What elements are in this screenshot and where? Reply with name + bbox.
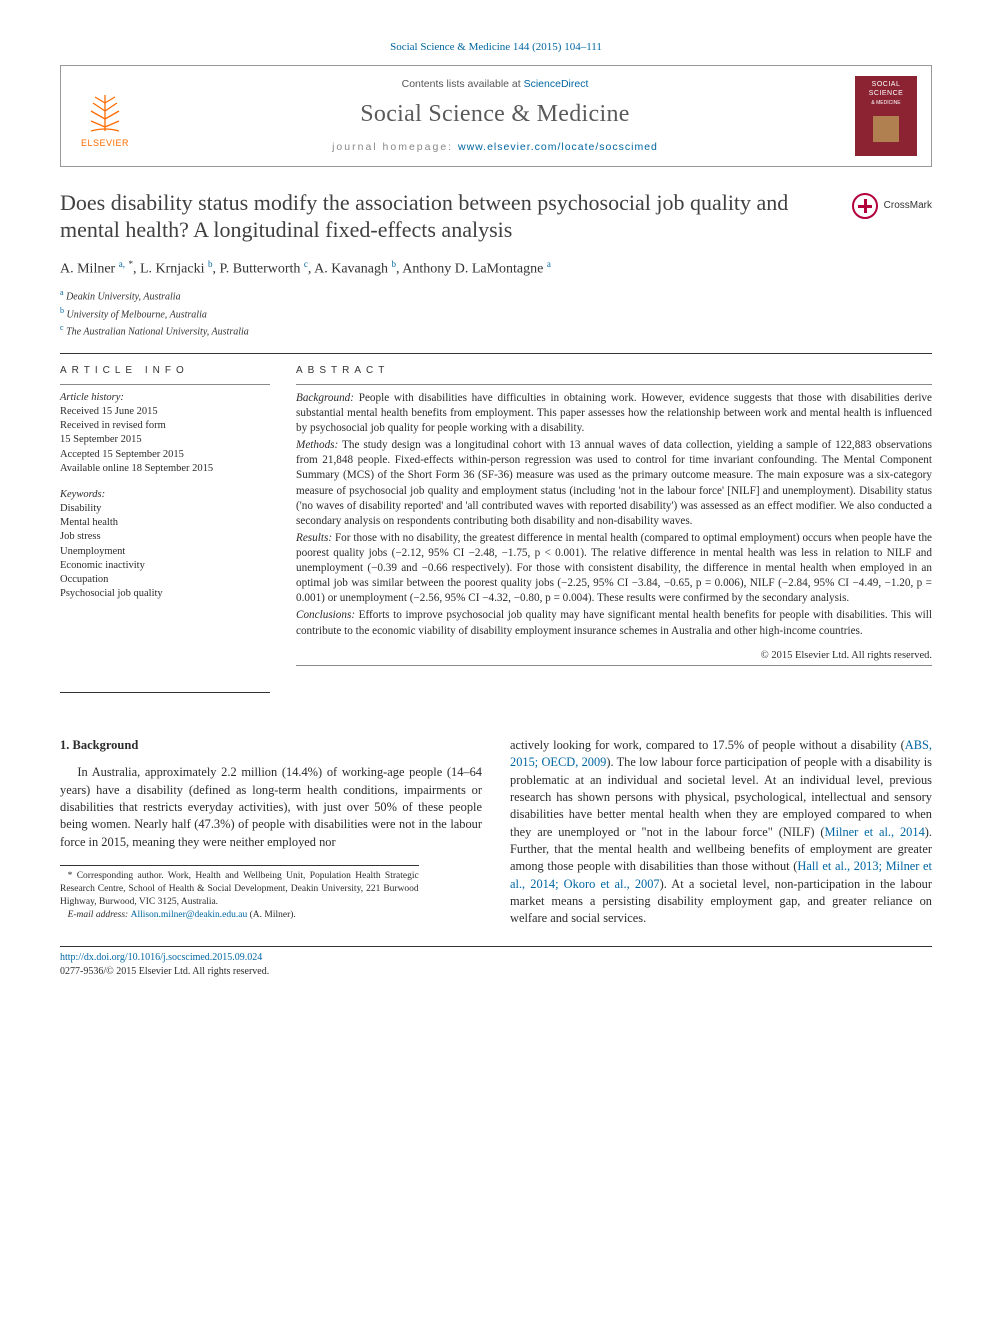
abstract-results: Results: For those with no disability, t…: [296, 531, 932, 607]
history-received: Received 15 June 2015: [60, 405, 270, 419]
history-revised-date: 15 September 2015: [60, 433, 270, 447]
journal-header: ELSEVIER Contents lists available at Sci…: [60, 65, 932, 167]
history-accepted: Accepted 15 September 2015: [60, 448, 270, 462]
doi-link[interactable]: http://dx.doi.org/10.1016/j.socscimed.20…: [60, 952, 262, 963]
homepage-line: journal homepage: www.elsevier.com/locat…: [135, 140, 855, 154]
keyword: Disability: [60, 502, 270, 516]
footnote-corr: * Corresponding author. Work, Health and…: [60, 870, 419, 908]
abstract-conclusions: Conclusions: Efforts to improve psychoso…: [296, 608, 932, 638]
abstract: ABSTRACT Background: People with disabil…: [296, 364, 932, 671]
info-heading: ARTICLE INFO: [60, 364, 270, 378]
abs-label: Results:: [296, 532, 332, 544]
cover-line: SCIENCE: [869, 89, 904, 98]
email-link[interactable]: Allison.milner@deakin.edu.au: [131, 910, 248, 920]
abs-text: The study design was a longitudinal coho…: [296, 439, 932, 527]
abs-text: Efforts to improve psychosocial job qual…: [296, 609, 932, 636]
abs-label: Methods:: [296, 439, 338, 451]
author-list: A. Milner a, *, L. Krnjacki b, P. Butter…: [60, 258, 932, 280]
crossmark-widget[interactable]: CrossMark: [852, 193, 932, 219]
body-paragraph: actively looking for work, compared to 1…: [510, 737, 932, 928]
abstract-background: Background: People with disabilities hav…: [296, 391, 932, 436]
history-online: Available online 18 September 2015: [60, 462, 270, 476]
corresponding-footnote: * Corresponding author. Work, Health and…: [60, 865, 419, 921]
article-title: Does disability status modify the associ…: [60, 189, 838, 244]
journal-name: Social Science & Medicine: [135, 98, 855, 130]
issn-line: 0277-9536/© 2015 Elsevier Ltd. All right…: [60, 966, 269, 977]
abs-label: Background:: [296, 392, 354, 404]
abs-text: For those with no disability, the greate…: [296, 532, 932, 604]
divider: [60, 384, 270, 385]
section-heading: 1. Background: [60, 737, 482, 755]
homepage-prefix: journal homepage:: [332, 141, 458, 153]
history-label: Article history:: [60, 391, 270, 405]
divider: [296, 665, 932, 666]
article-body: 1. Background In Australia, approximatel…: [60, 737, 932, 928]
page-footer: http://dx.doi.org/10.1016/j.socscimed.20…: [60, 946, 932, 979]
contents-line: Contents lists available at ScienceDirec…: [135, 77, 855, 91]
keyword: Mental health: [60, 516, 270, 530]
crossmark-icon: [852, 193, 878, 219]
abstract-copyright: © 2015 Elsevier Ltd. All rights reserved…: [296, 649, 932, 663]
publisher-name: ELSEVIER: [81, 137, 129, 149]
citation-link[interactable]: ABS, 2015; OECD, 2009: [510, 738, 932, 769]
divider: [60, 353, 932, 354]
contents-prefix: Contents lists available at: [402, 78, 524, 90]
footnote-email: E-mail address: Allison.milner@deakin.ed…: [60, 909, 419, 922]
header-center: Contents lists available at ScienceDirec…: [135, 77, 855, 154]
email-label: E-mail address:: [68, 910, 131, 920]
citation-link[interactable]: Milner et al., 2014: [825, 825, 925, 839]
abs-label: Conclusions:: [296, 609, 355, 621]
citation-link[interactable]: Hall et al., 2013; Milner et al., 2014; …: [510, 859, 932, 890]
affiliation-list: a Deakin University, Australiab Universi…: [60, 287, 932, 339]
sciencedirect-link[interactable]: ScienceDirect: [524, 78, 589, 90]
cover-line: SOCIAL: [872, 80, 901, 89]
keyword: Unemployment: [60, 545, 270, 559]
citation-line: Social Science & Medicine 144 (2015) 104…: [60, 40, 932, 55]
keyword: Job stress: [60, 530, 270, 544]
keyword: Psychosocial job quality: [60, 587, 270, 601]
keyword: Occupation: [60, 573, 270, 587]
cover-line: & MEDICINE: [871, 100, 900, 107]
body-paragraph: In Australia, approximately 2.2 million …: [60, 764, 482, 851]
crossmark-label: CrossMark: [884, 199, 932, 213]
divider: [296, 384, 932, 385]
article-info: ARTICLE INFO Article history: Received 1…: [60, 364, 270, 671]
elsevier-logo: ELSEVIER: [75, 83, 135, 149]
abstract-heading: ABSTRACT: [296, 364, 932, 378]
cover-art: [873, 116, 899, 142]
abs-text: People with disabilities have difficulti…: [296, 392, 932, 434]
keyword: Economic inactivity: [60, 559, 270, 573]
keywords-label: Keywords:: [60, 488, 270, 502]
keywords-list: DisabilityMental healthJob stressUnemplo…: [60, 502, 270, 601]
history-revised: Received in revised form: [60, 419, 270, 433]
homepage-link[interactable]: www.elsevier.com/locate/socscimed: [458, 141, 658, 153]
info-abstract-row: ARTICLE INFO Article history: Received 1…: [60, 364, 932, 671]
title-row: Does disability status modify the associ…: [60, 189, 932, 244]
journal-cover-thumb: SOCIAL SCIENCE & MEDICINE: [855, 76, 917, 156]
email-suffix: (A. Milner).: [247, 910, 296, 920]
abstract-methods: Methods: The study design was a longitud…: [296, 438, 932, 529]
tree-icon: [85, 91, 125, 135]
